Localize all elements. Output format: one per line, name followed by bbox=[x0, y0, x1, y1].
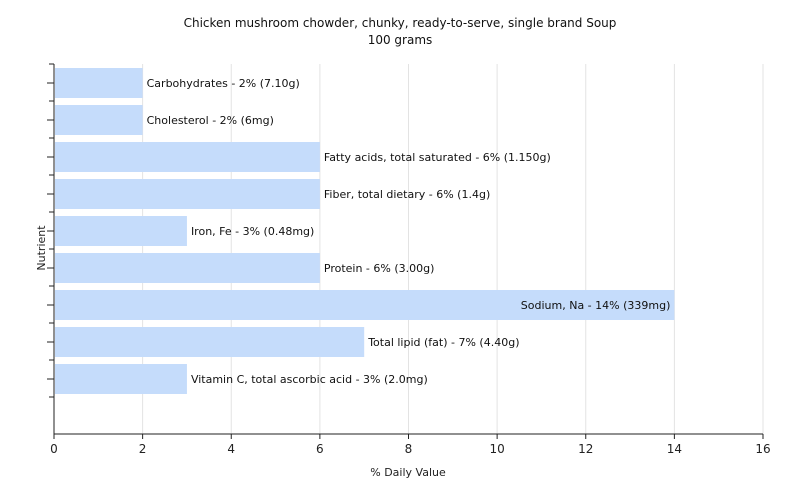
x-tick-label: 0 bbox=[50, 442, 58, 456]
x-tick-label: 2 bbox=[139, 442, 147, 456]
bar-label: Cholesterol - 2% (6mg) bbox=[147, 114, 274, 127]
bar-layer: Carbohydrates - 2% (7.10g) Cholesterol - … bbox=[55, 68, 675, 394]
y-axis-label: Nutrient bbox=[35, 225, 48, 271]
x-tick-label: 12 bbox=[578, 442, 593, 456]
x-tick-label: 4 bbox=[227, 442, 235, 456]
x-tick-label: 8 bbox=[405, 442, 413, 456]
x-tick-label: 10 bbox=[489, 442, 504, 456]
bar-label: Carbohydrates - 2% (7.10g) bbox=[147, 77, 300, 90]
grid-layer bbox=[142, 64, 764, 434]
bar bbox=[55, 179, 320, 209]
bar bbox=[55, 290, 675, 320]
bar-label: Iron, Fe - 3% (0.48mg) bbox=[191, 225, 314, 238]
x-tick-label: 14 bbox=[667, 442, 682, 456]
bar bbox=[55, 68, 143, 98]
bar bbox=[55, 105, 143, 135]
x-axis-label: % Daily Value bbox=[370, 466, 446, 479]
bar-label: Protein - 6% (3.00g) bbox=[324, 262, 435, 275]
bar bbox=[55, 216, 187, 246]
text-layer: Chicken mushroom chowder, chunky, ready-… bbox=[35, 16, 616, 479]
bar-label: Fatty acids, total saturated - 6% (1.150… bbox=[324, 151, 551, 164]
bar bbox=[55, 327, 365, 357]
bar bbox=[55, 364, 187, 394]
bar bbox=[55, 142, 320, 172]
bar-label: Total lipid (fat) - 7% (4.40g) bbox=[367, 336, 519, 349]
bar-label: Fiber, total dietary - 6% (1.4g) bbox=[324, 188, 490, 201]
chart-title: Chicken mushroom chowder, chunky, ready-… bbox=[184, 16, 617, 30]
x-tick-label: 16 bbox=[755, 442, 770, 456]
axis-layer: 0 2 4 6 8 10 12 14 16 bbox=[47, 63, 771, 456]
bar-label: Vitamin C, total ascorbic acid - 3% (2.0… bbox=[191, 373, 428, 386]
x-tick-label: 6 bbox=[316, 442, 324, 456]
chart-subtitle: 100 grams bbox=[368, 33, 433, 47]
bar bbox=[55, 253, 320, 283]
bar-label: Sodium, Na - 14% (339mg) bbox=[521, 299, 671, 312]
